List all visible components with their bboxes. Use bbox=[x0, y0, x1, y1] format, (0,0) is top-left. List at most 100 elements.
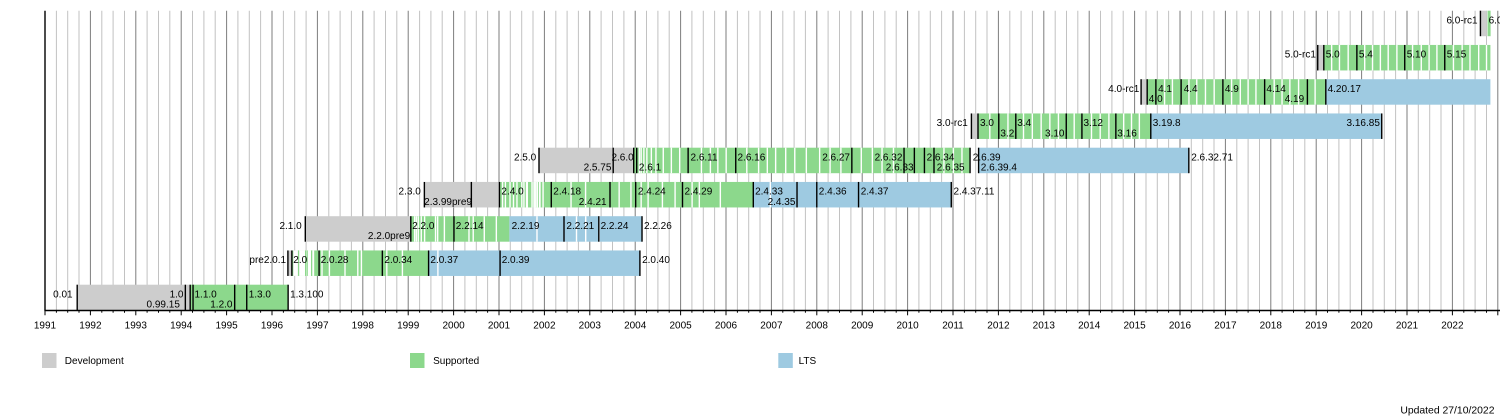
svg-text:2019: 2019 bbox=[1305, 320, 1328, 331]
svg-text:2.6.16: 2.6.16 bbox=[738, 152, 766, 163]
svg-text:2.4.24: 2.4.24 bbox=[638, 187, 666, 198]
svg-text:4.4: 4.4 bbox=[1184, 84, 1198, 95]
svg-text:2.4.21: 2.4.21 bbox=[579, 197, 607, 208]
svg-text:2.4.29: 2.4.29 bbox=[685, 187, 713, 198]
svg-text:2.6.27: 2.6.27 bbox=[822, 152, 850, 163]
svg-text:2.1.0: 2.1.0 bbox=[279, 221, 302, 232]
svg-text:2005: 2005 bbox=[669, 320, 692, 331]
svg-text:4.20.17: 4.20.17 bbox=[1328, 84, 1362, 95]
svg-text:2020: 2020 bbox=[1350, 320, 1373, 331]
svg-text:2018: 2018 bbox=[1260, 320, 1283, 331]
svg-text:2.4.18: 2.4.18 bbox=[553, 187, 581, 198]
svg-text:2007: 2007 bbox=[760, 320, 783, 331]
svg-text:2010: 2010 bbox=[896, 320, 919, 331]
svg-text:2.0.39: 2.0.39 bbox=[502, 255, 530, 266]
svg-text:2.3.0: 2.3.0 bbox=[399, 187, 422, 198]
svg-text:2.2.0: 2.2.0 bbox=[412, 221, 435, 232]
svg-text:3.19.8: 3.19.8 bbox=[1153, 118, 1181, 129]
svg-text:4.0-rc1: 4.0-rc1 bbox=[1108, 84, 1140, 95]
svg-text:2.2.0pre9: 2.2.0pre9 bbox=[368, 231, 411, 242]
svg-text:2.4.35: 2.4.35 bbox=[768, 197, 796, 208]
svg-text:5.4: 5.4 bbox=[1359, 50, 1373, 61]
svg-text:5.10: 5.10 bbox=[1407, 50, 1427, 61]
svg-text:2.6.11: 2.6.11 bbox=[691, 152, 718, 163]
svg-text:6.0: 6.0 bbox=[1489, 15, 1500, 26]
svg-text:2017: 2017 bbox=[1214, 320, 1237, 331]
svg-text:2.2.21: 2.2.21 bbox=[566, 221, 594, 232]
svg-text:3.10: 3.10 bbox=[1045, 128, 1065, 139]
svg-text:6.0-rc1: 6.0-rc1 bbox=[1446, 15, 1478, 26]
svg-text:Development: Development bbox=[65, 356, 124, 367]
svg-text:2.0.34: 2.0.34 bbox=[384, 255, 412, 266]
svg-text:4.19: 4.19 bbox=[1285, 94, 1305, 105]
svg-text:1998: 1998 bbox=[352, 320, 375, 331]
svg-text:1999: 1999 bbox=[397, 320, 420, 331]
svg-text:1.1.0: 1.1.0 bbox=[195, 289, 218, 300]
svg-text:2.0: 2.0 bbox=[293, 255, 307, 266]
svg-text:2.6.32.71: 2.6.32.71 bbox=[1191, 152, 1233, 163]
svg-text:2.6.32: 2.6.32 bbox=[875, 152, 903, 163]
svg-text:3.16.85: 3.16.85 bbox=[1347, 118, 1381, 129]
svg-text:5.0: 5.0 bbox=[1326, 50, 1340, 61]
svg-text:2.4.36: 2.4.36 bbox=[819, 187, 847, 198]
svg-text:2021: 2021 bbox=[1396, 320, 1419, 331]
svg-text:pre2.0.1: pre2.0.1 bbox=[249, 255, 286, 266]
svg-text:2022: 2022 bbox=[1441, 320, 1464, 331]
svg-text:3.0-rc1: 3.0-rc1 bbox=[937, 118, 969, 129]
svg-text:1994: 1994 bbox=[170, 320, 193, 331]
svg-text:2.2.24: 2.2.24 bbox=[601, 221, 629, 232]
svg-text:2.3.99pre9: 2.3.99pre9 bbox=[424, 197, 472, 208]
svg-text:2.4.33: 2.4.33 bbox=[755, 187, 783, 198]
svg-text:2.6.39: 2.6.39 bbox=[973, 152, 1001, 163]
svg-text:3.12: 3.12 bbox=[1084, 118, 1104, 129]
svg-text:5.15: 5.15 bbox=[1447, 50, 1467, 61]
svg-text:1.3.0: 1.3.0 bbox=[249, 289, 272, 300]
svg-text:2001: 2001 bbox=[488, 320, 511, 331]
svg-text:2.2.14: 2.2.14 bbox=[456, 221, 484, 232]
svg-text:2002: 2002 bbox=[533, 320, 556, 331]
svg-text:2015: 2015 bbox=[1123, 320, 1146, 331]
svg-text:2008: 2008 bbox=[806, 320, 829, 331]
svg-text:4.1: 4.1 bbox=[1158, 84, 1172, 95]
svg-text:2.4.0: 2.4.0 bbox=[501, 187, 524, 198]
svg-text:4.9: 4.9 bbox=[1225, 84, 1239, 95]
svg-text:2.4.37: 2.4.37 bbox=[861, 187, 889, 198]
svg-text:2.0.40: 2.0.40 bbox=[642, 255, 670, 266]
svg-text:1997: 1997 bbox=[306, 320, 329, 331]
svg-text:0.99.15: 0.99.15 bbox=[147, 300, 181, 311]
svg-text:2.6.33: 2.6.33 bbox=[886, 163, 914, 174]
svg-text:2.6.0: 2.6.0 bbox=[611, 152, 634, 163]
svg-text:2.5.75: 2.5.75 bbox=[584, 163, 612, 174]
svg-text:1.0: 1.0 bbox=[170, 289, 184, 300]
svg-text:2.6.35: 2.6.35 bbox=[937, 163, 965, 174]
svg-text:2.6.1: 2.6.1 bbox=[639, 163, 662, 174]
svg-text:1.2.0: 1.2.0 bbox=[210, 300, 233, 311]
svg-text:2.2.19: 2.2.19 bbox=[512, 221, 540, 232]
svg-text:Supported: Supported bbox=[433, 356, 479, 367]
svg-text:Updated 27/10/2022: Updated 27/10/2022 bbox=[1400, 405, 1494, 416]
svg-text:3.0: 3.0 bbox=[980, 118, 994, 129]
svg-text:2.4.37.11: 2.4.37.11 bbox=[954, 187, 995, 198]
svg-text:2.2.26: 2.2.26 bbox=[644, 221, 672, 232]
svg-text:3.16: 3.16 bbox=[1117, 128, 1137, 139]
svg-text:0.01: 0.01 bbox=[53, 289, 73, 300]
svg-text:2009: 2009 bbox=[851, 320, 874, 331]
svg-text:1996: 1996 bbox=[261, 320, 284, 331]
svg-text:2.0.28: 2.0.28 bbox=[321, 255, 349, 266]
svg-text:2.6.34: 2.6.34 bbox=[927, 152, 955, 163]
svg-text:4.0: 4.0 bbox=[1149, 94, 1163, 105]
svg-text:2.0.37: 2.0.37 bbox=[430, 255, 458, 266]
svg-text:2003: 2003 bbox=[579, 320, 602, 331]
svg-text:3.2: 3.2 bbox=[1000, 128, 1014, 139]
svg-text:2.5.0: 2.5.0 bbox=[514, 152, 537, 163]
svg-text:2011: 2011 bbox=[942, 320, 964, 331]
svg-text:1.3.100: 1.3.100 bbox=[290, 289, 324, 300]
svg-text:2000: 2000 bbox=[442, 320, 465, 331]
svg-text:5.0-rc1: 5.0-rc1 bbox=[1285, 50, 1317, 61]
svg-text:1992: 1992 bbox=[79, 320, 102, 331]
svg-text:2004: 2004 bbox=[624, 320, 647, 331]
svg-text:4.14: 4.14 bbox=[1266, 84, 1286, 95]
svg-text:2013: 2013 bbox=[1033, 320, 1056, 331]
svg-text:3.4: 3.4 bbox=[1017, 118, 1031, 129]
svg-text:1993: 1993 bbox=[125, 320, 148, 331]
